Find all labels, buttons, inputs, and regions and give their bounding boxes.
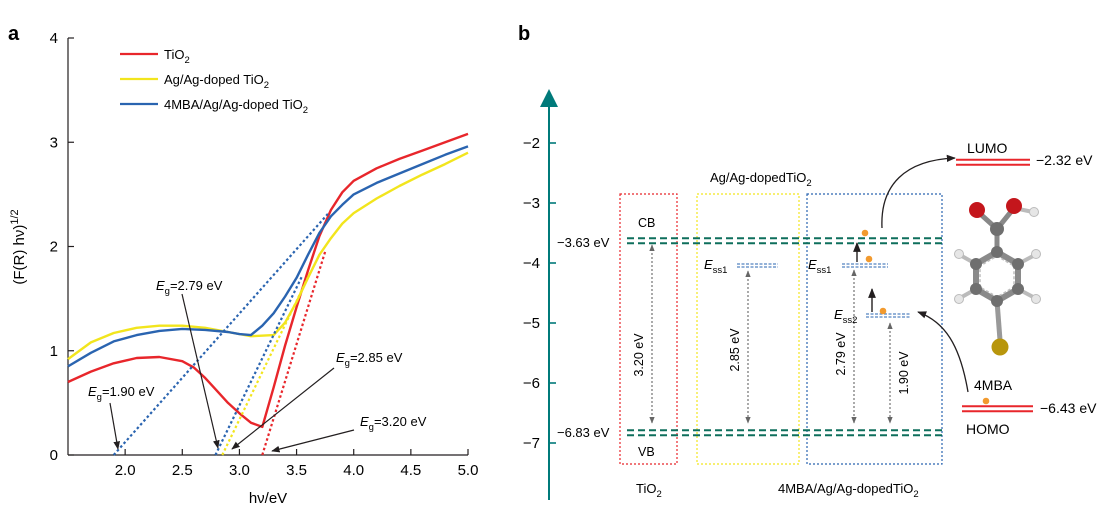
vb-energy-label: −6.83 eV	[557, 425, 610, 440]
tangent-line-1	[214, 275, 304, 456]
tangent-line-0	[112, 212, 330, 456]
ess1-label-ag: Ess1	[704, 257, 727, 276]
annotation-eg-320: Eg=3.20 eV	[360, 414, 427, 433]
x-tick-label: 4.5	[400, 462, 421, 479]
y-tick-label: 1	[50, 343, 58, 360]
surface-state-mba-2	[866, 313, 910, 318]
y-axis-label: (F(R) hν)1/2	[9, 209, 28, 284]
homo-label: HOMO	[966, 421, 1010, 437]
lumo-level	[956, 158, 1030, 166]
ess2-label-mba: Ess2	[834, 307, 857, 326]
mba-caption: 4MBA/Ag/Ag-dopedTiO2	[778, 481, 919, 500]
panel-a-label: a	[8, 23, 20, 45]
x-tick-label: 2.5	[172, 462, 193, 479]
y-tick-label: 4	[50, 30, 58, 47]
electron-ss1	[865, 255, 873, 263]
surface-state-ag	[737, 263, 778, 268]
homo-level	[962, 405, 1033, 413]
annotation-arrow-190	[109, 402, 121, 450]
lumo-label: LUMO	[967, 140, 1008, 156]
electron-cb	[861, 229, 869, 237]
gap-label-279: 2.79 eV	[834, 332, 848, 376]
conduction-band	[627, 237, 942, 245]
annotation-eg-190: Eg=1.90 eV	[88, 384, 155, 403]
tio2-box	[619, 193, 678, 465]
energy-tick-label: −3	[523, 195, 540, 212]
arrow-to-lumo	[881, 154, 956, 229]
arrow-from-homo	[917, 311, 969, 393]
y-tick-label: 0	[50, 447, 58, 464]
energy-axis-ticks: −2 −3 −4 −5 −6 −7	[523, 135, 556, 452]
annotation-eg-285: Eg=2.85 eV	[336, 350, 403, 369]
panel-b-label: b	[518, 23, 530, 45]
tio2-caption: TiO2	[636, 481, 662, 500]
legend-entry-ag-tio2: Ag/Ag-doped TiO2	[164, 72, 269, 91]
energy-tick-label: −7	[523, 435, 540, 452]
mba-box	[806, 193, 943, 465]
electron-homo	[982, 397, 990, 405]
y-tick-label: 2	[50, 239, 58, 256]
legend: TiO2 Ag/Ag-doped TiO2 4MBA/Ag/Ag-doped T…	[120, 47, 308, 116]
series-line-1	[67, 151, 469, 361]
vb-text: VB	[638, 445, 655, 459]
gap-label-320: 3.20 eV	[632, 333, 646, 377]
annotation-arrow-320	[271, 429, 355, 453]
x-tick-label: 3.5	[286, 462, 307, 479]
axis-ticks: 2.0 2.5 3.0 3.5 4.0 4.5 5.0 0 1 2 3 4	[50, 30, 479, 479]
mba-molecule-label: 4MBA	[974, 377, 1013, 393]
surface-state-mba-1	[842, 263, 888, 268]
ess1-label-mba: Ess1	[808, 257, 831, 276]
x-tick-label: 4.0	[343, 462, 364, 479]
series-line-2	[67, 145, 469, 368]
legend-entry-tio2: TiO2	[164, 47, 190, 66]
electron-ss2	[879, 307, 887, 315]
energy-tick-label: −2	[523, 135, 540, 152]
valence-band	[627, 429, 942, 437]
x-axis-label: hν/eV	[249, 490, 287, 507]
tangent-layer	[112, 212, 330, 456]
x-tick-label: 5.0	[458, 462, 479, 479]
gap-label-190: 1.90 eV	[897, 351, 911, 395]
homo-energy: −6.43 eV	[1040, 400, 1097, 416]
y-tick-label: 3	[50, 134, 58, 151]
annotation-arrow-279	[181, 293, 220, 449]
legend-entry-4mba: 4MBA/Ag/Ag-doped TiO2	[164, 97, 308, 116]
gap-label-285: 2.85 eV	[728, 328, 742, 372]
ag-tio2-title: Ag/Ag-dopedTiO2	[710, 170, 812, 189]
series-line-0	[67, 132, 469, 429]
energy-tick-label: −4	[523, 255, 540, 272]
tangent-line-2	[221, 272, 312, 456]
panel-b-diagram: b −2 −3 −4 −5 −6 −7 −3.63 eV −6.83 eV CB VB A…	[518, 23, 1097, 500]
energy-tick-label: −5	[523, 315, 540, 332]
mba-molecule-illustration	[954, 198, 1041, 356]
cb-text: CB	[638, 216, 655, 230]
series-layer	[67, 132, 469, 429]
energy-tick-label: −6	[523, 375, 540, 392]
x-tick-label: 2.0	[115, 462, 136, 479]
x-tick-label: 3.0	[229, 462, 250, 479]
lumo-energy: −2.32 eV	[1036, 152, 1093, 168]
annotation-arrow-285	[231, 367, 335, 450]
panel-a-chart: a 2.0 2.5 3.0 3.5 4.0 4.5 5.0 0 1 2 3 4 hν/eV (F(R)…	[8, 23, 478, 507]
cb-energy-label: −3.63 eV	[557, 235, 610, 250]
ag-tio2-box	[696, 193, 800, 465]
tangent-line-3	[261, 251, 327, 456]
annotation-eg-279: Eg=2.79 eV	[156, 278, 223, 297]
